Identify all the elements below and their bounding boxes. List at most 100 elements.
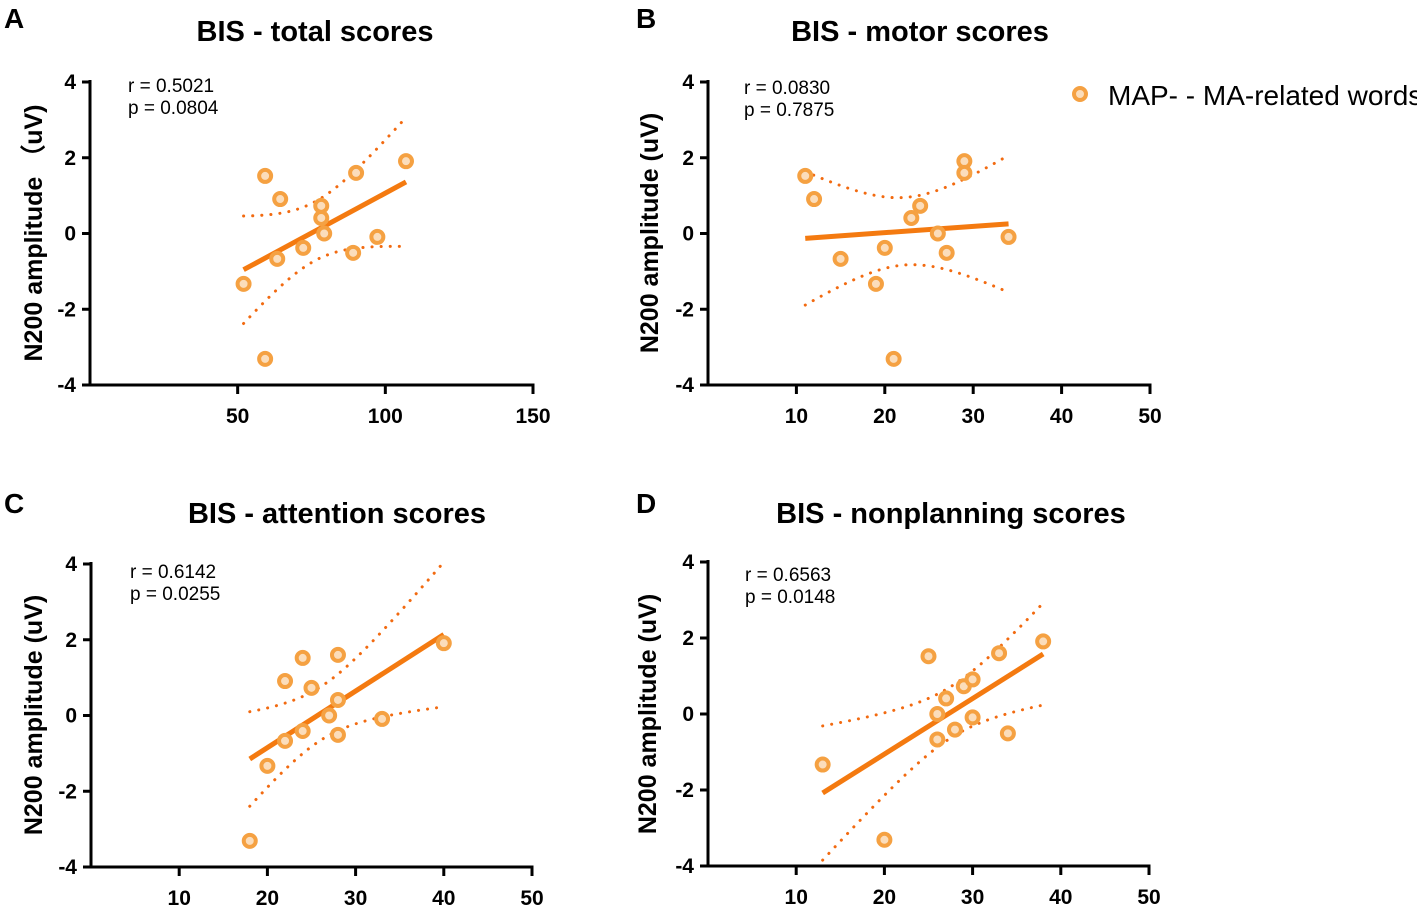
data-point	[929, 731, 946, 748]
x-tick-label: 50	[1137, 886, 1160, 909]
chart-title: BIS - total scores	[197, 16, 434, 48]
y-tick-label: -4	[57, 374, 76, 397]
x-tick-label: 100	[368, 405, 403, 428]
p-value: p = 0.0255	[130, 584, 220, 605]
p-value: p = 0.7875	[744, 100, 834, 121]
y-tick-label: 2	[65, 629, 77, 652]
data-point	[1000, 228, 1017, 245]
data-point	[259, 757, 276, 774]
data-point	[294, 649, 311, 666]
chart-title: BIS - nonplanning scores	[776, 498, 1126, 530]
y-tick-label: 0	[682, 703, 694, 726]
data-point	[348, 164, 365, 181]
data-point	[885, 350, 902, 367]
y-axis-label: N200 amplitude (uV)	[20, 595, 48, 835]
data-point	[991, 645, 1008, 662]
y-tick-label: -4	[675, 855, 694, 878]
data-point	[272, 191, 289, 208]
data-point	[964, 709, 981, 726]
ci-upper-band	[242, 115, 408, 218]
data-point	[313, 209, 330, 226]
panel-letter: D	[636, 488, 656, 519]
r-value: r = 0.0830	[744, 78, 830, 99]
data-point	[867, 275, 884, 292]
y-tick-label: 4	[64, 71, 76, 94]
legend-label: MAP- - MA-related words	[1108, 80, 1417, 111]
chart-title: BIS - attention scores	[188, 498, 486, 530]
data-point	[999, 725, 1016, 742]
x-tick-label: 50	[520, 887, 543, 910]
data-point	[903, 209, 920, 226]
p-value: p = 0.0804	[128, 98, 219, 119]
y-axis-label: N200 amplitude （uV)	[19, 105, 48, 362]
x-tick-label: 20	[873, 405, 896, 428]
data-point	[294, 723, 311, 740]
data-point	[277, 732, 294, 749]
data-point	[295, 239, 312, 256]
y-axis-label: N200 amplitude (uV)	[636, 113, 664, 353]
data-point	[920, 648, 937, 665]
data-point	[277, 673, 294, 690]
y-tick-label: 4	[682, 71, 694, 94]
y-tick-label: 0	[682, 223, 694, 246]
data-point	[938, 690, 955, 707]
data-point	[257, 350, 274, 367]
data-point	[269, 250, 286, 267]
data-point	[329, 726, 346, 743]
r-value: r = 0.6563	[745, 565, 831, 586]
ci-upper-band	[248, 560, 446, 714]
data-point	[876, 831, 893, 848]
y-tick-label: -2	[675, 779, 694, 802]
y-axis-label: N200 amplitude (uV)	[634, 594, 662, 834]
x-tick-label: 150	[515, 405, 550, 428]
panel-d: D BIS - nonplanning scores N200 amplitude …	[634, 488, 1161, 909]
y-tick-label: -2	[58, 780, 77, 803]
y-tick-label: -2	[675, 298, 694, 321]
y-tick-label: 0	[64, 223, 76, 246]
x-tick-label: 50	[226, 405, 249, 428]
data-point	[369, 228, 386, 245]
x-tick-label: 30	[962, 405, 985, 428]
data-point	[956, 164, 973, 181]
data-point	[345, 244, 362, 261]
data-point	[938, 244, 955, 261]
x-tick-label: 30	[344, 887, 367, 910]
data-point	[257, 167, 274, 184]
x-tick-label: 20	[256, 887, 279, 910]
data-point	[329, 646, 346, 663]
y-tick-label: 2	[682, 147, 694, 170]
panel-letter: C	[4, 488, 24, 519]
data-point	[946, 721, 963, 738]
data-point	[316, 225, 333, 242]
legend-marker	[1072, 86, 1088, 102]
regression-line	[821, 651, 1045, 796]
panel-letter: A	[4, 3, 24, 34]
r-value: r = 0.6142	[130, 562, 216, 583]
ci-lower-band	[803, 263, 1011, 307]
data-point	[303, 679, 320, 696]
data-point	[814, 756, 831, 773]
data-point	[929, 225, 946, 242]
regression-line	[805, 221, 1009, 241]
x-tick-label: 10	[785, 886, 808, 909]
p-value: p = 0.0148	[745, 587, 835, 608]
data-point	[929, 706, 946, 722]
y-tick-label: -4	[675, 374, 694, 397]
ci-lower-band	[821, 703, 1045, 862]
data-point	[241, 832, 258, 849]
y-tick-label: 2	[682, 627, 694, 650]
x-tick-label: 30	[961, 886, 984, 909]
chart-title: BIS - motor scores	[791, 16, 1049, 48]
panel-a: A BIS - total scores N200 amplitude （uV) r …	[4, 3, 551, 428]
x-tick-label: 10	[785, 405, 808, 428]
data-point	[374, 710, 391, 727]
y-tick-label: 4	[65, 553, 77, 576]
y-tick-label: 2	[64, 147, 76, 170]
y-tick-label: 4	[682, 551, 694, 574]
data-point	[398, 153, 415, 170]
y-tick-label: -2	[57, 298, 76, 321]
x-tick-label: 20	[873, 886, 896, 909]
data-point	[1035, 633, 1052, 650]
data-point	[832, 250, 849, 267]
